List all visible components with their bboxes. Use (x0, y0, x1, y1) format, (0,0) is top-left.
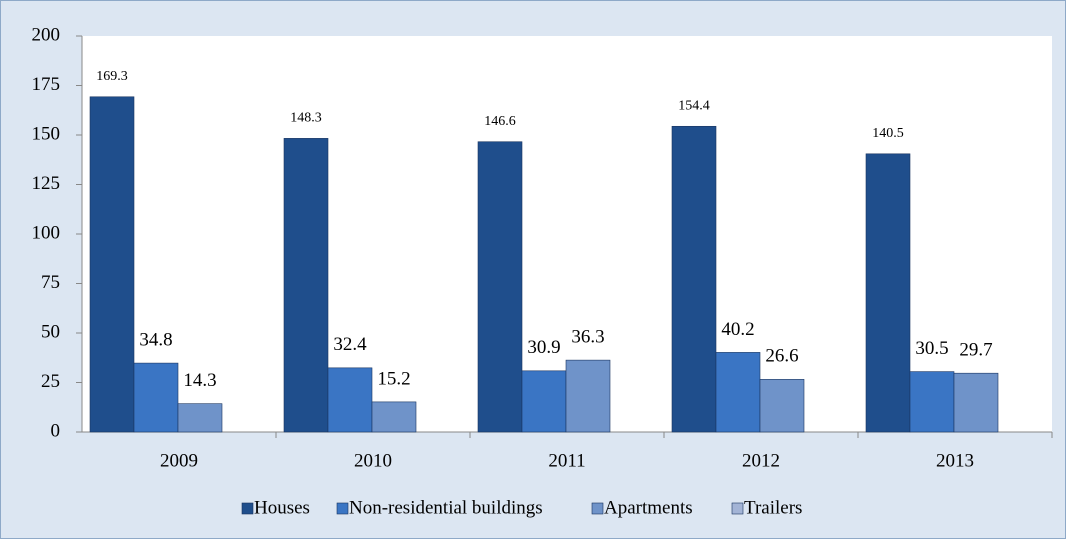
bar (909, 371, 955, 433)
value-label: 32.4 (333, 334, 367, 355)
value-label: 29.7 (959, 340, 992, 361)
y-tick-label: 50 (41, 321, 60, 342)
legend-label: Non-residential buildings (349, 497, 543, 518)
y-tick-label: 150 (32, 123, 61, 144)
value-label: 40.2 (721, 319, 754, 340)
bar (477, 141, 523, 433)
legend-swatch (731, 502, 744, 515)
legend-label: Houses (254, 497, 310, 518)
x-tick-label: 2012 (742, 450, 780, 471)
bar (89, 96, 135, 433)
legend-label: Trailers (744, 497, 802, 518)
y-tick-label: 175 (32, 74, 61, 95)
bar (177, 403, 223, 433)
bar (371, 401, 417, 433)
bar (759, 379, 805, 433)
value-label: 148.3 (290, 111, 322, 126)
y-tick-label: 100 (32, 222, 61, 243)
value-label: 146.6 (484, 114, 516, 129)
y-tick-label: 125 (32, 173, 61, 194)
bar (521, 370, 567, 433)
legend-swatch (591, 502, 604, 515)
bar (283, 138, 329, 433)
bar (133, 362, 179, 433)
y-tick-label: 0 (51, 420, 61, 441)
bar (715, 352, 761, 433)
legend-swatch (241, 502, 254, 515)
bar (671, 125, 717, 433)
legend-label: Apartments (604, 497, 693, 518)
value-label: 14.3 (183, 370, 216, 391)
value-label: 30.9 (527, 337, 560, 358)
x-tick-label: 2011 (548, 450, 585, 471)
x-tick-label: 2009 (160, 450, 198, 471)
legend-swatch (336, 502, 349, 515)
value-label: 15.2 (377, 368, 410, 389)
value-label: 169.3 (96, 69, 128, 84)
bar (865, 153, 911, 433)
x-tick-label: 2010 (354, 450, 392, 471)
bar (565, 359, 611, 433)
y-tick-label: 75 (41, 272, 60, 293)
value-label: 140.5 (872, 126, 904, 141)
value-label: 30.5 (915, 338, 948, 359)
value-label: 154.4 (678, 99, 710, 114)
value-label: 34.8 (139, 329, 172, 350)
value-label: 36.3 (571, 326, 604, 347)
bar (327, 367, 373, 433)
bar (953, 372, 999, 433)
y-tick-label: 25 (41, 371, 60, 392)
y-tick-label: 200 (32, 24, 61, 45)
x-tick-label: 2013 (936, 450, 974, 471)
value-label: 26.6 (765, 346, 798, 367)
